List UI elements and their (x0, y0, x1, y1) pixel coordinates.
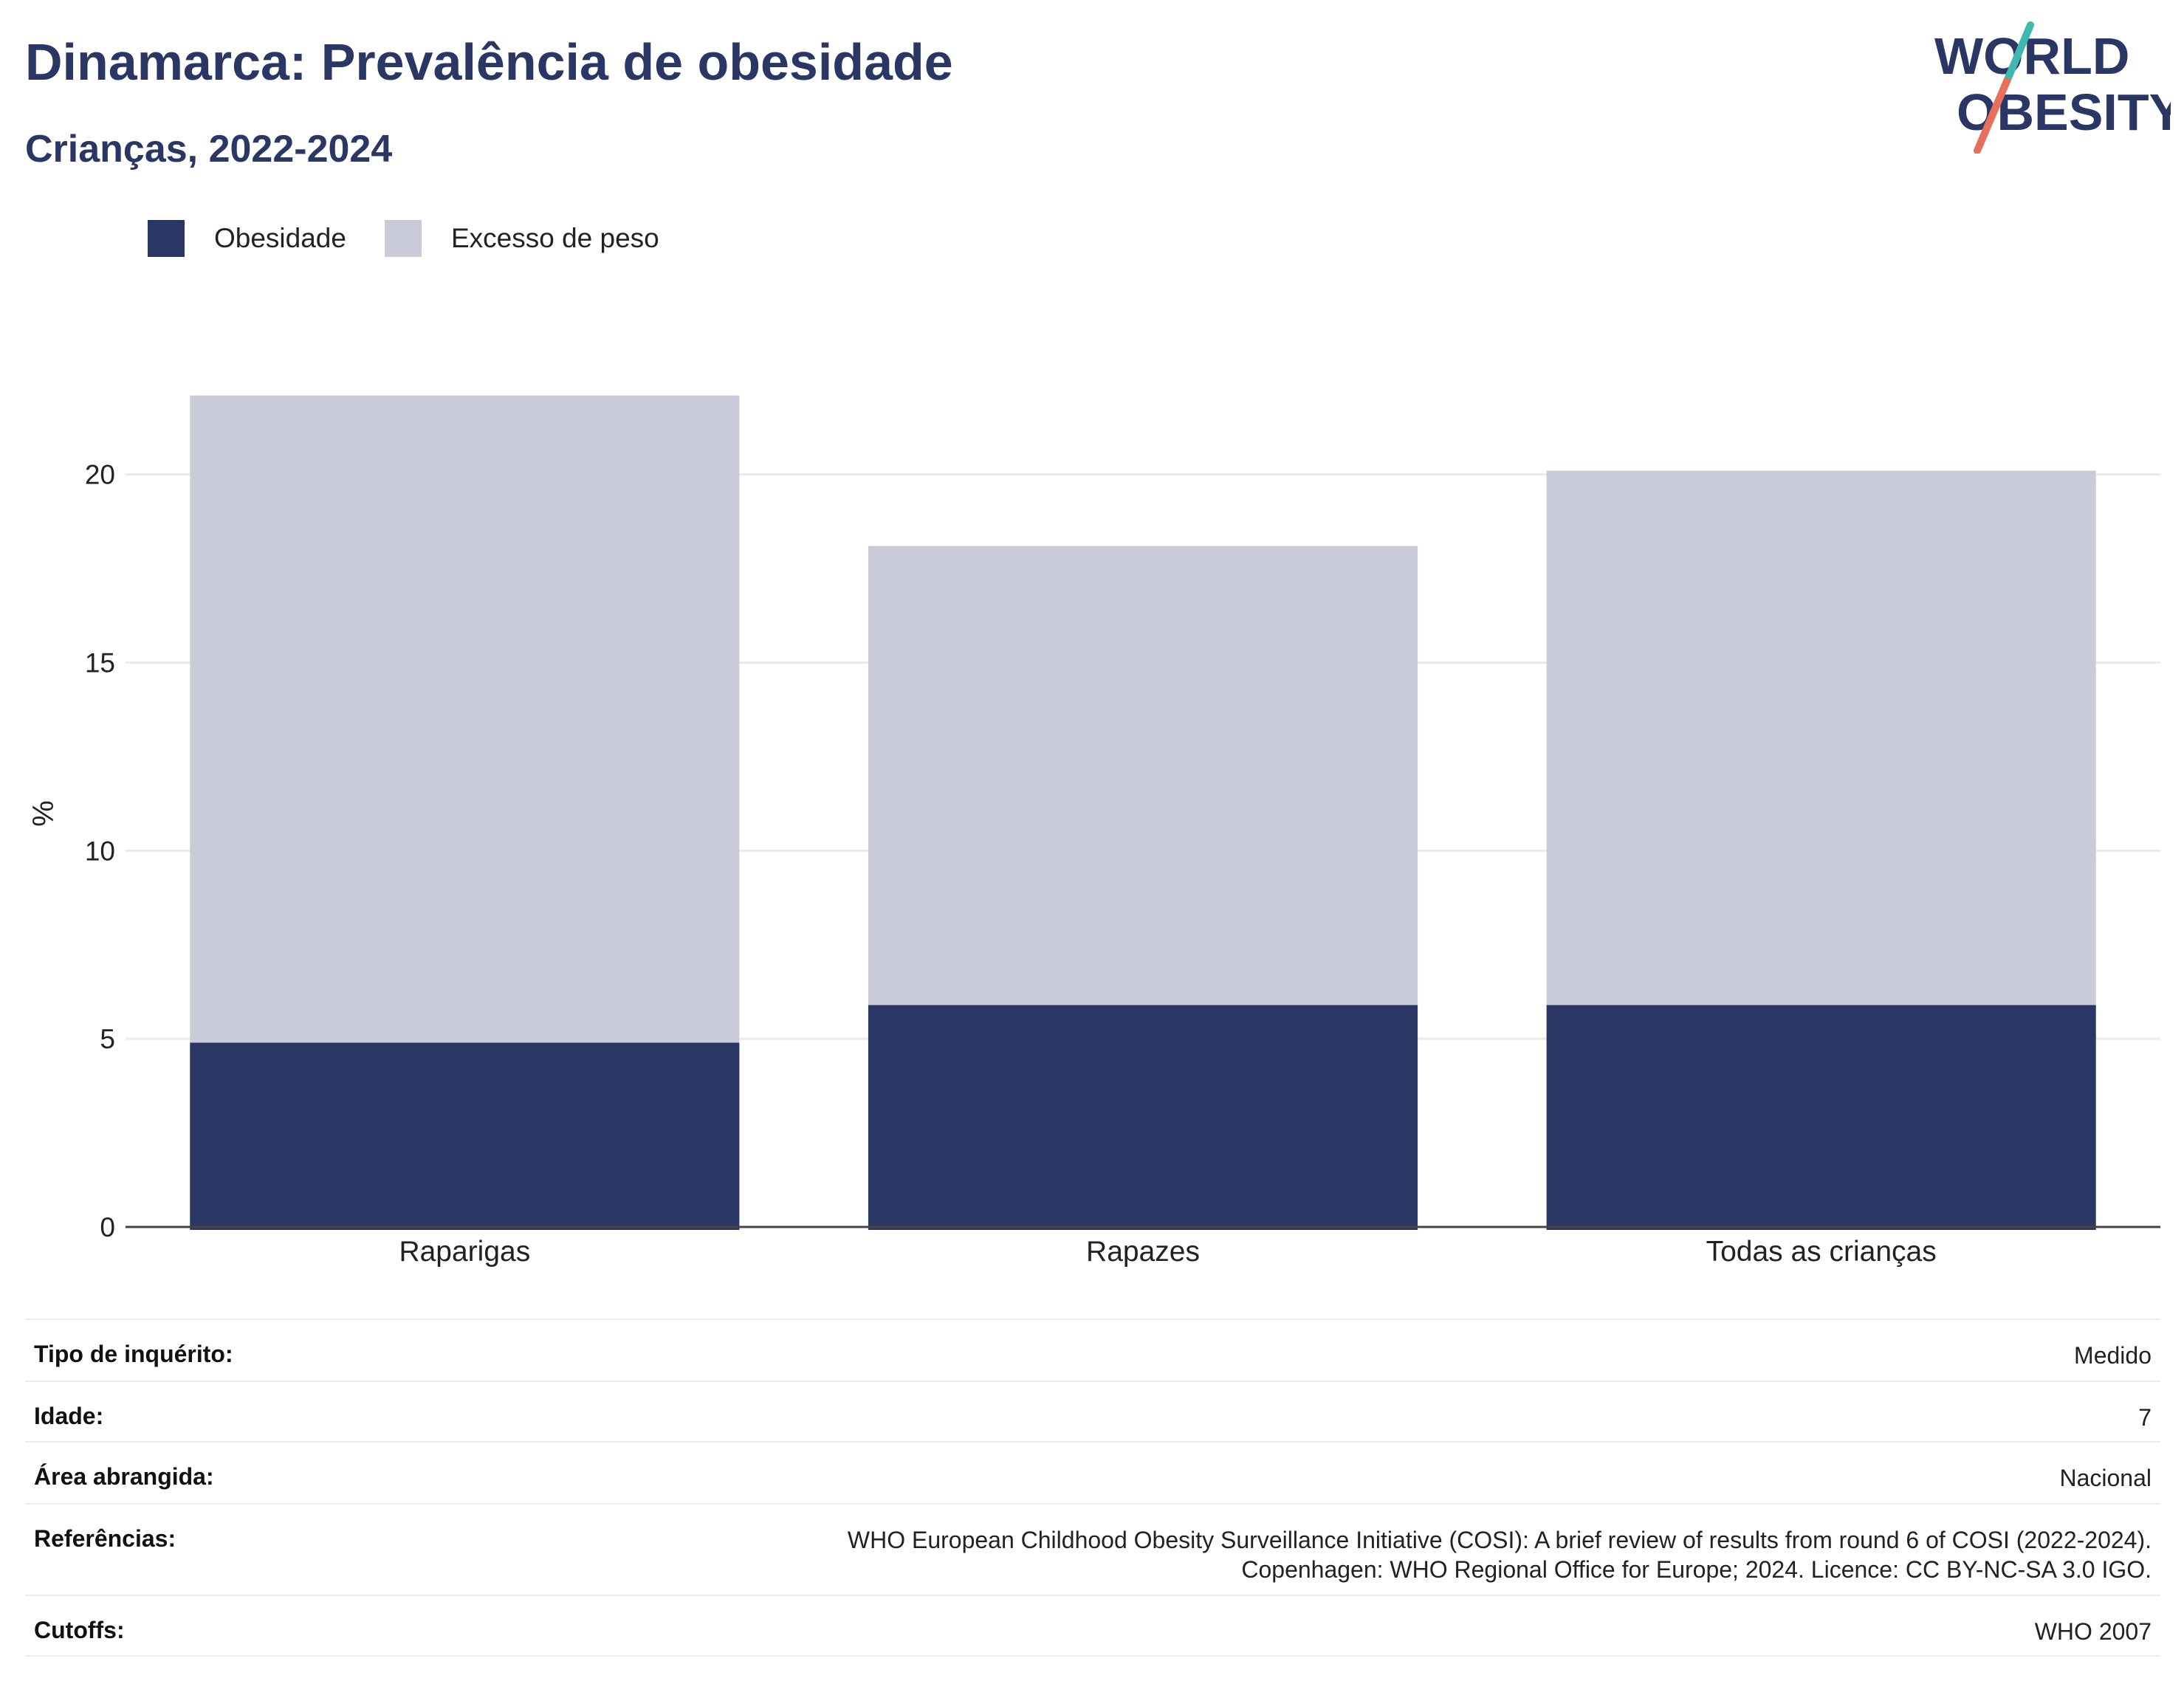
logo-slash-coral (1974, 78, 2010, 154)
y-tick-label: 0 (100, 1212, 115, 1242)
info-value-cutoffs: WHO 2007 (2035, 1617, 2152, 1646)
info-value-age: 7 (2138, 1403, 2152, 1432)
info-key-cutoffs: Cutoffs: (34, 1617, 125, 1643)
page-subtitle: Crianças, 2022-2024 (25, 128, 393, 171)
bar-layer (190, 395, 2096, 1230)
info-key-survey-type: Tipo de inquérito: (34, 1341, 233, 1367)
info-row-survey-type: Tipo de inquérito: Medido (25, 1318, 2160, 1381)
info-value-line: WHO 2007 (2034, 1618, 2152, 1645)
info-value-line: Medido (2074, 1342, 2152, 1369)
legend-item-obesidade[interactable]: Obesidade (148, 220, 346, 257)
info-value-line: WHO European Childhood Obesity Surveilla… (847, 1527, 2152, 1553)
info-key-age: Idade: (34, 1403, 104, 1429)
legend-label-excesso-de-peso: Excesso de peso (450, 223, 659, 253)
info-table: Tipo de inquérito: Medido Idade: 7 Área … (25, 1318, 2160, 1657)
info-value-area: Nacional (2059, 1463, 2152, 1493)
bar-obesidade[interactable] (868, 1005, 1418, 1230)
y-tick-label: 20 (85, 460, 115, 490)
legend-item-excesso-de-peso[interactable]: Excesso de peso (384, 220, 659, 257)
info-row-cutoffs: Cutoffs: WHO 2007 (25, 1595, 2160, 1657)
info-value-line: Copenhagen: WHO Regional Office for Euro… (1241, 1556, 2152, 1583)
logo-word-world: WORLD (1934, 27, 2129, 85)
y-tick-label: 15 (85, 648, 115, 678)
x-tick-labels: Raparigas Rapazes Todas as crianças (399, 1236, 1936, 1268)
y-tick-label: 5 (100, 1024, 115, 1054)
page-title: Dinamarca: Prevalência de obesidade (25, 33, 953, 91)
info-row-age: Idade: 7 (25, 1381, 2160, 1441)
bar-obesidade[interactable] (1546, 1005, 2096, 1230)
bar-excesso-de-peso[interactable] (190, 395, 740, 1043)
x-tick-label: Rapazes (1086, 1236, 1200, 1268)
bar-excesso-de-peso[interactable] (1546, 470, 2096, 1005)
y-tick-label: 10 (85, 836, 115, 866)
info-key-area: Área abrangida: (34, 1463, 214, 1490)
info-value-line: 7 (2138, 1404, 2152, 1431)
x-tick-label: Raparigas (399, 1236, 530, 1268)
info-row-references: Referências: WHO European Childhood Obes… (25, 1503, 2160, 1595)
bar-obesidade[interactable] (190, 1042, 740, 1230)
chart-legend: Obesidade Excesso de peso (148, 220, 698, 257)
info-value-survey-type: Medido (2074, 1341, 2152, 1370)
world-obesity-logo: WORLD OBESITY (1934, 21, 2171, 154)
info-row-area: Área abrangida: Nacional (25, 1441, 2160, 1503)
bar-excesso-de-peso[interactable] (868, 546, 1418, 1005)
info-value-line: Nacional (2059, 1465, 2152, 1491)
bar-chart: 0 5 10 15 20 Raparigas Rapazes Todas as crianç… (27, 395, 2160, 1268)
logo-slash-teal (2003, 21, 2034, 85)
info-value-references: WHO European Childhood Obesity Surveilla… (848, 1525, 2152, 1584)
legend-label-obesidade: Obesidade (214, 223, 346, 253)
y-axis-label: % (27, 800, 60, 827)
info-key-references: Referências: (34, 1525, 176, 1552)
x-tick-label: Todas as crianças (1706, 1236, 1937, 1268)
y-tick-labels: 0 5 10 15 20 (85, 460, 115, 1242)
legend-swatch-obesidade (148, 220, 185, 257)
legend-swatch-excesso-de-peso (384, 220, 422, 257)
